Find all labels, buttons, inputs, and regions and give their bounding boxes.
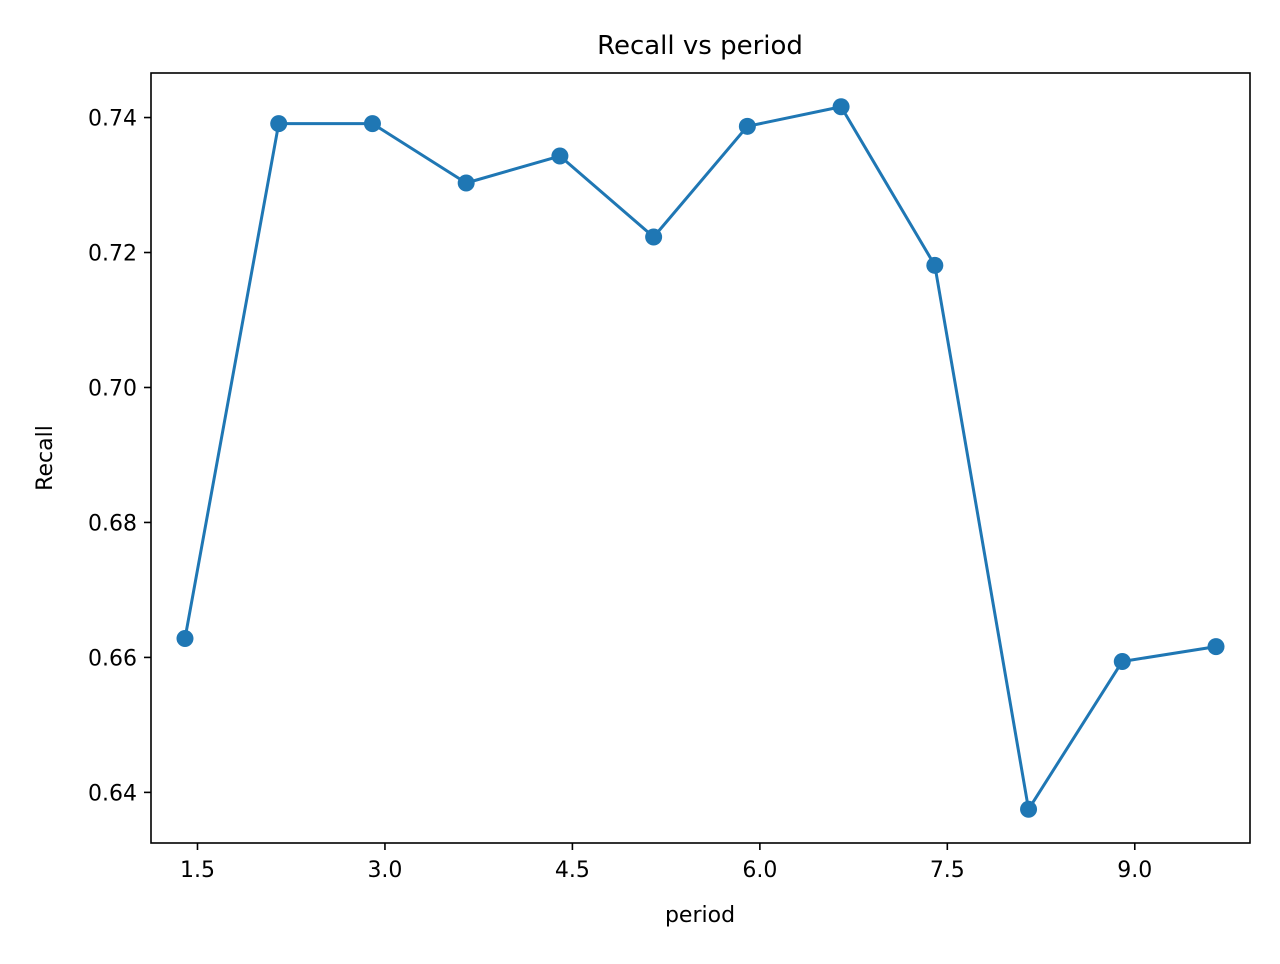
y-tick-label: 0.72: [88, 242, 137, 267]
data-point: [363, 115, 381, 133]
data-point: [1020, 800, 1038, 818]
data-point: [832, 98, 850, 116]
data-point: [1207, 638, 1225, 656]
x-tick-label: 1.5: [180, 858, 215, 883]
x-tick-label: 9.0: [1117, 858, 1152, 883]
series-line: [183, 105, 1218, 811]
y-tick-label: 0.64: [88, 781, 137, 806]
data-point: [926, 256, 944, 274]
x-tick-label: 4.5: [555, 858, 590, 883]
data-point: [176, 630, 194, 648]
x-tick-label: 3.0: [367, 858, 402, 883]
y-tick-label: 0.66: [88, 646, 137, 671]
x-tick-label: 7.5: [930, 858, 965, 883]
data-point: [270, 115, 288, 133]
y-tick-label: 0.74: [88, 107, 137, 132]
axes-frame: [150, 72, 1251, 844]
y-axis-label: Recall: [33, 425, 58, 491]
y-tick-label: 0.70: [88, 376, 137, 401]
chart-title: Recall vs period: [597, 31, 803, 61]
y-tick-label: 0.68: [88, 511, 137, 536]
data-point: [551, 147, 569, 165]
plot-area: 1.5 3.0 4.5 6.0 7.5 9.0 0.64 0.66 0.68 0.70 0.72 0.…: [88, 72, 1251, 883]
data-point: [645, 228, 663, 246]
x-axis-label: period: [665, 903, 735, 928]
data-point: [738, 117, 756, 135]
data-point: [457, 174, 475, 192]
data-point: [1113, 652, 1131, 670]
x-tick-label: 6.0: [742, 858, 777, 883]
